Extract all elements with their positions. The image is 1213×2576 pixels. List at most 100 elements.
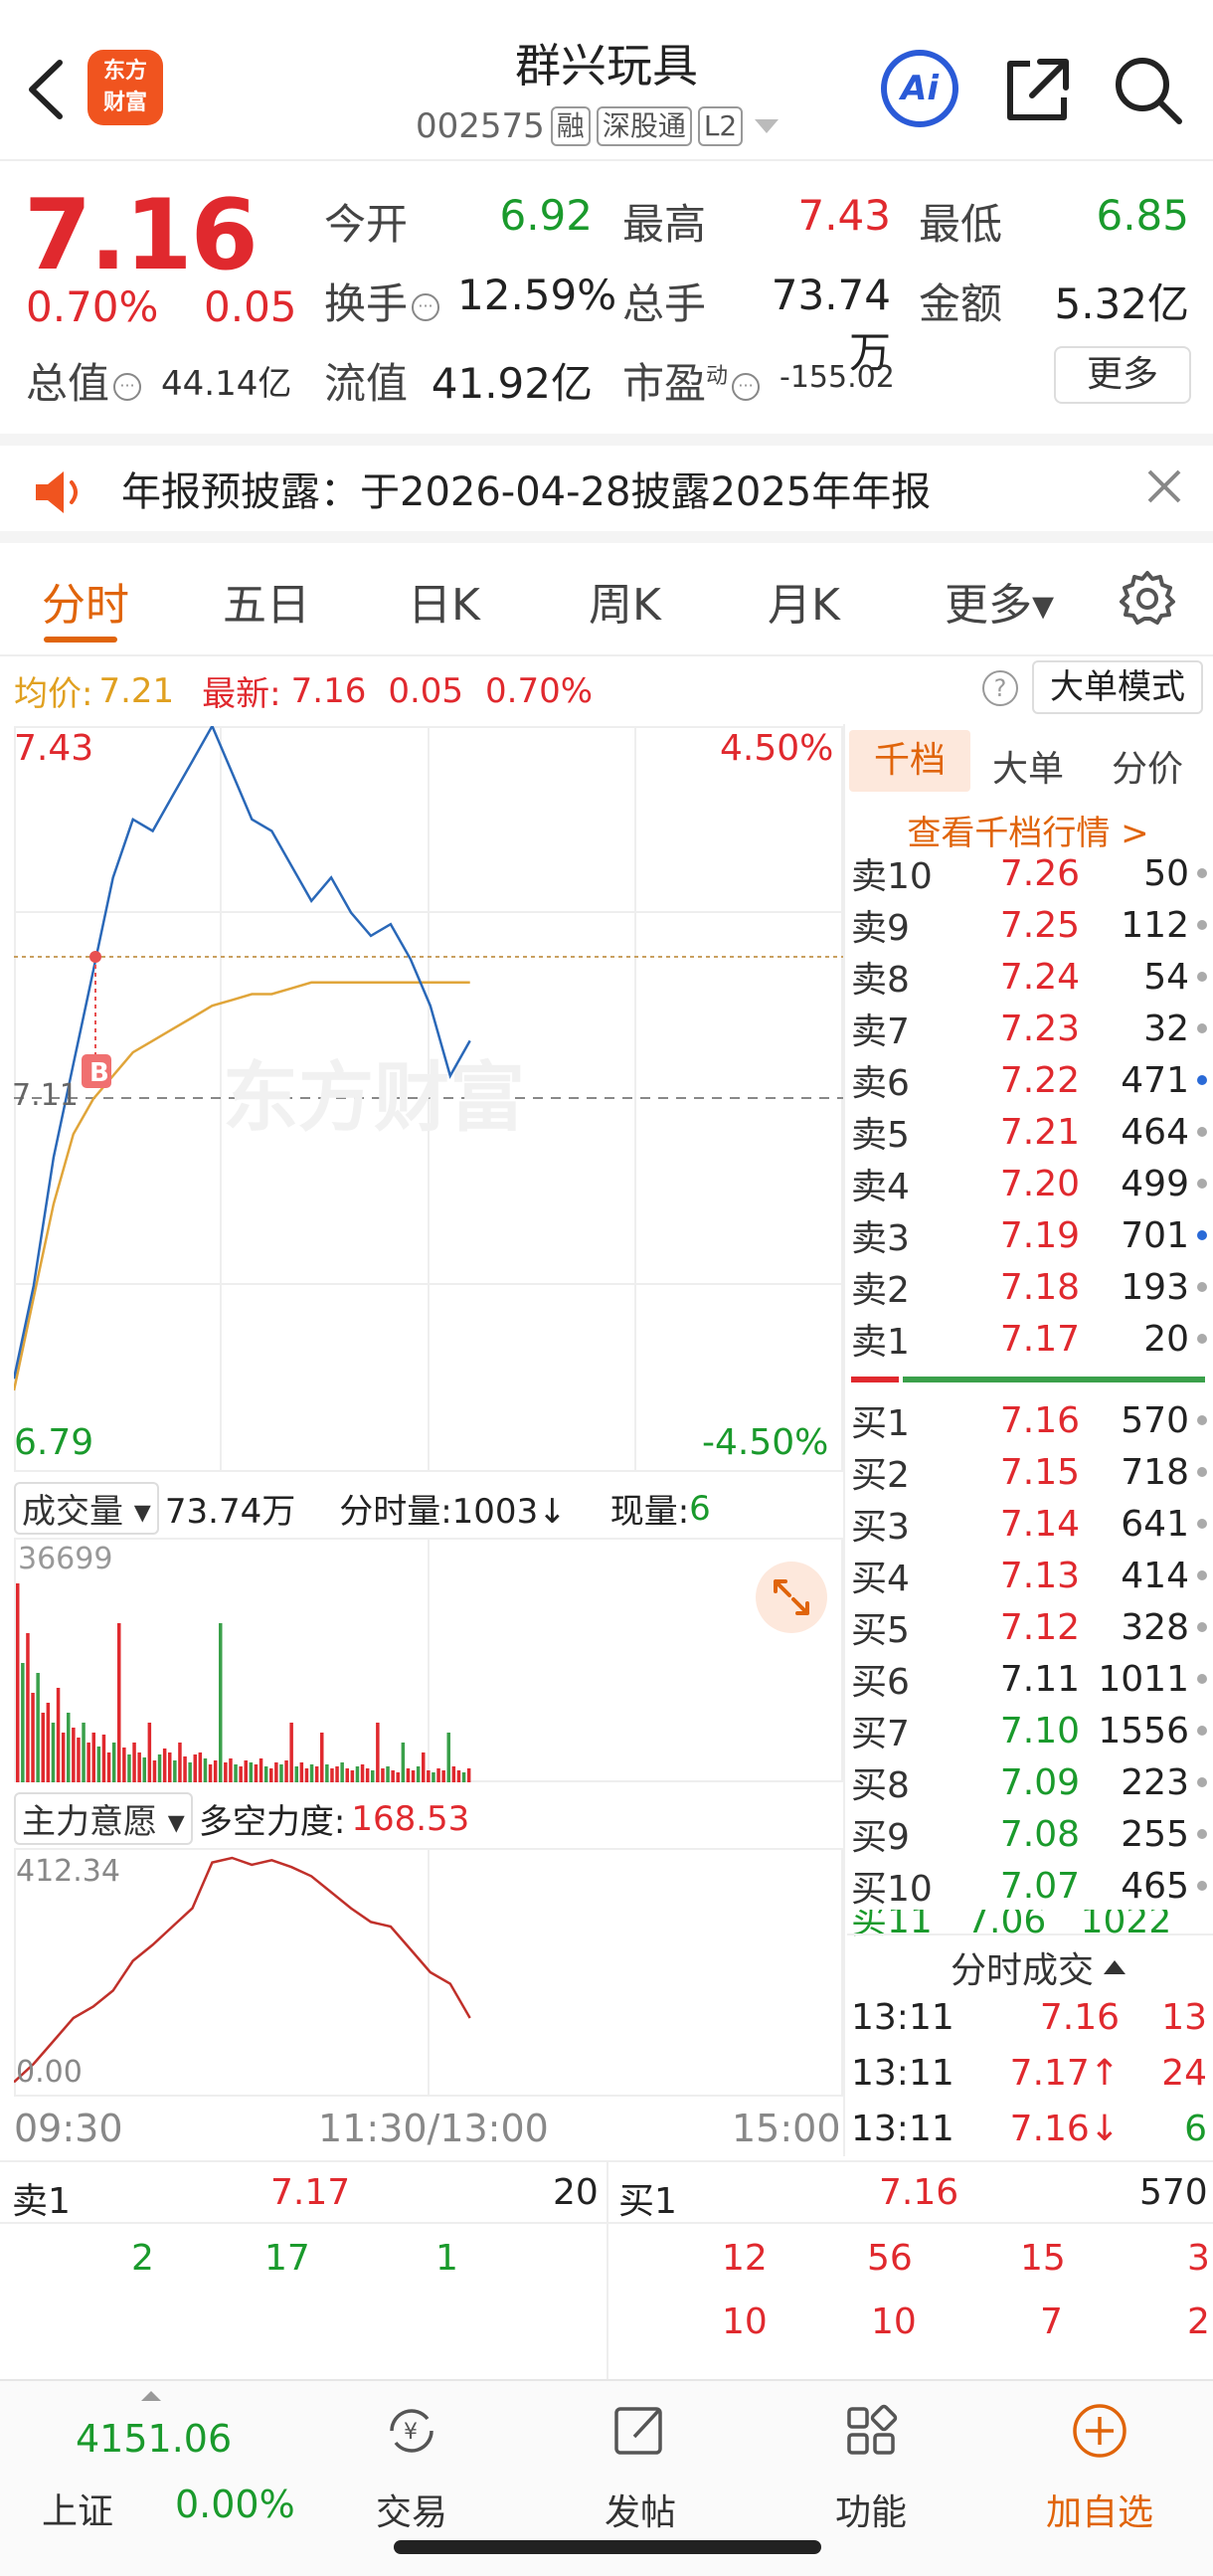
bid-row[interactable]: 买7 7.10 1556 [851,1705,1209,1756]
nav-add-watchlist[interactable]: 加自选 [1030,2401,1169,2535]
indicator-line [14,1856,471,2084]
ticks-title[interactable]: 分时成交 [951,1941,1127,1993]
time-label-mid: 11:30/13:00 [318,2107,549,2150]
bid-row[interactable]: 买2 7.15 718 [851,1446,1209,1498]
ask-row[interactable]: 卖1 7.17 20 [851,1313,1209,1365]
bid-row[interactable]: 买10 7.07 465 [851,1860,1209,1912]
time-label-open: 09:30 [14,2107,123,2150]
gear-icon[interactable] [1118,569,1177,629]
nav-trade[interactable]: ¥ 交易 [342,2401,481,2535]
info-dots-icon[interactable]: ··· [412,292,440,321]
ask-row[interactable]: 卖2 7.18 193 [851,1261,1209,1313]
volume-bar [406,1768,411,1782]
indicator-max-label: 412.34 [16,1854,120,1889]
caret-down-icon[interactable] [753,116,780,136]
volume-bar [122,1748,126,1782]
volume-bar [432,1772,435,1782]
bid-row[interactable]: 买4 7.13 414 [851,1550,1209,1601]
info-dots-icon[interactable]: ··· [732,372,761,401]
index-change[interactable]: 0.00% [175,2483,295,2526]
buy-marker[interactable] [82,1054,111,1088]
big-order-mode-button[interactable]: 大单模式 [1032,660,1203,714]
tick-row: 13:11 7.17↑ 24 [851,2053,1209,2094]
bid-row[interactable]: 买1 7.16 570 [851,1394,1209,1446]
latest-label: 最新: [202,674,281,714]
bid-volume: 570 [1121,1399,1189,1441]
volume-bar [56,1688,61,1782]
indicator-select[interactable]: 主力意愿 ▾ [14,1792,193,1845]
ask-row[interactable]: 卖7 7.23 32 [851,1003,1209,1054]
y-max-label: 7.43 [14,728,94,769]
indicator-value: 168.53 [351,1798,470,1839]
volume-bar [51,1723,56,1782]
volume-bar [36,1673,40,1782]
bid-level-label: 买3 [851,1507,910,1548]
bid-row[interactable]: 买6 7.11 1011 [851,1653,1209,1705]
volume-bar [360,1764,365,1782]
ask-row[interactable]: 卖6 7.22 471 [851,1054,1209,1106]
volume-indicator-select[interactable]: 成交量 ▾ [14,1482,159,1535]
tab-depth[interactable]: 千档 [849,730,970,792]
level-dot-icon [1197,1881,1207,1891]
ask-row[interactable]: 卖9 7.25 112 [851,899,1209,951]
bid-level-label: 买9 [851,1817,910,1858]
tab-five-day[interactable]: 五日 [223,580,310,631]
volume-chart[interactable] [14,1538,843,1782]
ask-volume: 50 [1143,852,1189,894]
indicator-chart[interactable] [14,1848,843,2097]
view-depth-link[interactable]: 查看千档行情 > [907,814,1149,853]
open-value: 6.92 [499,191,593,240]
pe-label: 市盈动 ··· [622,350,761,411]
index-name[interactable]: 上证 [42,2491,114,2532]
nav-functions[interactable]: 功能 [801,2401,941,2535]
volume-bar [355,1766,360,1782]
ask-row[interactable]: 卖5 7.21 464 [851,1106,1209,1158]
open-label: 今开 [324,200,409,249]
level-dot-icon [1197,1415,1207,1425]
share-icon[interactable] [1000,52,1076,127]
tab-intraday[interactable]: 分时 [42,580,129,631]
bid-row[interactable]: 买8 7.09 223 [851,1756,1209,1808]
ask-row[interactable]: 卖8 7.24 54 [851,951,1209,1003]
nav-add-watchlist-label: 加自选 [1045,2492,1153,2533]
tab-price-distribution[interactable]: 分价 [1112,749,1184,790]
announcement-bar[interactable]: 年报预披露：于2026-04-28披露2025年年报 [0,434,1213,543]
volume-bar [350,1770,355,1782]
close-icon[interactable] [1141,463,1187,509]
back-icon[interactable] [22,55,72,124]
expand-icon[interactable] [754,1560,829,1635]
ai-assistant-icon[interactable]: Ai [881,50,958,127]
tab-big-orders[interactable]: 大单 [992,749,1065,790]
info-dots-icon[interactable]: ··· [113,372,142,401]
ask-row[interactable]: 卖10 7.26 50 [851,847,1209,899]
ask-row[interactable]: 卖3 7.19 701 [851,1209,1209,1261]
bid-row[interactable]: 买3 7.14 641 [851,1498,1209,1550]
nav-post[interactable]: 发帖 [571,2401,710,2535]
high-label: 最高 [622,200,707,249]
ask-volume: 701 [1121,1214,1189,1256]
intraday-price-chart[interactable]: 东方财富 B [14,726,843,1472]
tab-weekly-k[interactable]: 周K [589,580,661,631]
index-value[interactable]: 4151.06 [76,2417,233,2461]
ask-volume: 32 [1143,1008,1189,1049]
volume-bar [376,1723,380,1782]
bid-row[interactable]: 买9 7.08 255 [851,1808,1209,1860]
volume-bar [422,1752,426,1782]
low-label: 最低 [919,200,1003,249]
bid-level-label: 买1 [851,1403,910,1444]
indicator-min-label: 0.00 [16,2055,83,2090]
ask-row[interactable]: 卖4 7.20 499 [851,1158,1209,1209]
bid-volume: 414 [1121,1555,1189,1596]
svg-text:¥: ¥ [404,2420,418,2445]
search-icon[interactable] [1110,52,1185,127]
tab-more[interactable]: 更多▾ [945,580,1055,631]
tab-monthly-k[interactable]: 月K [768,580,840,631]
ask-level-label: 卖9 [851,908,910,949]
bid-volume: 1556 [1098,1710,1189,1751]
help-icon[interactable]: ? [982,670,1018,706]
volume-bar [446,1733,450,1782]
tab-daily-k[interactable]: 日K [408,580,480,631]
bid-row[interactable]: 买5 7.12 328 [851,1601,1209,1653]
ask-price: 7.25 [999,904,1080,946]
more-button[interactable]: 更多 [1054,346,1191,404]
